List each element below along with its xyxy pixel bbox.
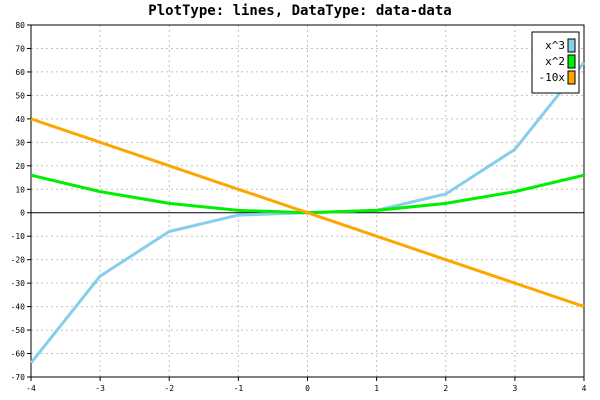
y-tick-label: -60 (11, 350, 26, 359)
y-tick-label: 0 (20, 209, 25, 218)
y-tick-label: -70 (11, 373, 26, 382)
y-tick-label: 30 (15, 138, 25, 147)
chart-title: PlotType: lines, DataType: data-data (148, 3, 451, 19)
y-tick-label: -10 (11, 232, 26, 241)
x-tick-label: 4 (582, 384, 587, 393)
x-tick-label: 2 (443, 384, 448, 393)
y-tick-label: 60 (15, 68, 25, 77)
x-tick-label: -2 (164, 384, 174, 393)
x-tick-label: 3 (512, 384, 517, 393)
y-tick-label: 80 (15, 21, 25, 30)
y-tick-label: -40 (11, 303, 26, 312)
legend-label: x^3 (545, 39, 565, 52)
series-lines (29, 61, 586, 364)
x-tick-label: 0 (305, 384, 310, 393)
legend: x^3 x^2 -10x (531, 31, 580, 94)
y-tick-label: -20 (11, 256, 26, 265)
x-tick-label: -1 (234, 384, 244, 393)
y-tick-label: 40 (15, 115, 25, 124)
y-tick-label: 20 (15, 162, 25, 171)
legend-swatch (567, 54, 576, 69)
y-tick-label: 10 (15, 185, 25, 194)
y-tick-label: 70 (15, 44, 25, 53)
x-tick-label: -3 (95, 384, 105, 393)
series-line (30, 117, 585, 309)
legend-label: -10x (539, 71, 566, 84)
y-tick-label: -30 (11, 279, 26, 288)
legend-swatch (567, 70, 576, 85)
legend-label: x^2 (545, 55, 565, 68)
y-tick-label: -50 (11, 326, 26, 335)
x-tick-label: 1 (374, 384, 379, 393)
x-tick-label: -4 (26, 384, 36, 393)
y-tick-label: 50 (15, 91, 25, 100)
legend-swatch (567, 38, 576, 53)
